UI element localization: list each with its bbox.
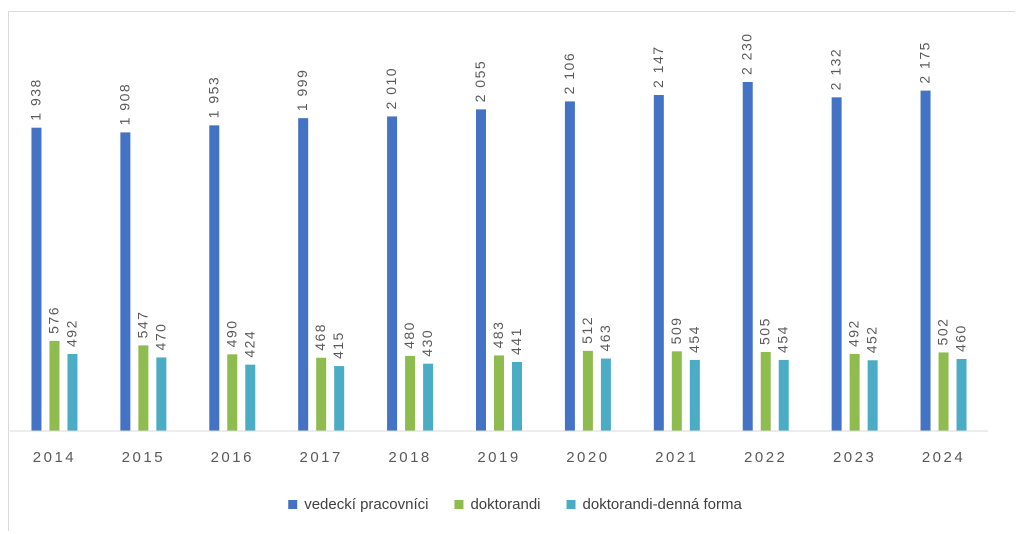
bar-doktorandi-2014 <box>49 340 60 431</box>
x-tick-label-2021: 2021 <box>655 449 698 466</box>
bar-doktorandi-2020 <box>582 350 593 431</box>
bar-doktorandi-2021 <box>671 351 682 431</box>
legend: vedeckí pracovníci doktorandi doktorandi-d… <box>288 496 742 513</box>
x-tick-label-2023: 2023 <box>833 449 876 466</box>
data-label-vedecki-pracovnici-2015: 1 908 <box>116 83 132 126</box>
data-label-doktorandi-2021: 509 <box>668 316 684 344</box>
bar-doktorandi-denna-forma-2021 <box>689 359 700 431</box>
x-tick-label-2015: 2015 <box>122 449 165 466</box>
data-label-vedecki-pracovnici-2014: 1 938 <box>27 78 43 121</box>
data-label-doktorandi-2019: 483 <box>490 321 506 349</box>
legend-label-doktorandi: doktorandi <box>470 496 540 513</box>
bar-doktorandi-2023 <box>849 354 860 431</box>
data-label-doktorandi-2024: 502 <box>935 318 951 346</box>
data-label-doktorandi-denna-forma-2016: 424 <box>241 330 257 358</box>
bar-doktorandi-2017 <box>316 357 327 431</box>
bar-doktorandi-denna-forma-2023 <box>867 360 878 431</box>
data-label-doktorandi-2017: 468 <box>312 323 328 351</box>
bar-vedecki-pracovnici-2018 <box>387 116 398 432</box>
data-label-doktorandi-denna-forma-2022: 454 <box>775 325 791 353</box>
bar-doktorandi-2018 <box>405 355 416 431</box>
data-label-doktorandi-2014: 576 <box>45 306 61 334</box>
data-label-doktorandi-denna-forma-2017: 415 <box>330 331 346 359</box>
data-label-doktorandi-denna-forma-2019: 441 <box>508 327 524 355</box>
bar-vedecki-pracovnici-2019 <box>476 109 486 432</box>
bar-doktorandi-denna-forma-2014 <box>67 354 78 431</box>
bar-doktorandi-2015 <box>138 345 149 431</box>
x-tick-label-2014: 2014 <box>33 449 76 466</box>
data-label-doktorandi-denna-forma-2014: 492 <box>63 319 79 347</box>
data-label-doktorandi-denna-forma-2015: 470 <box>152 323 168 351</box>
data-label-doktorandi-denna-forma-2021: 454 <box>686 325 702 353</box>
data-label-vedecki-pracovnici-2024: 2 175 <box>917 41 933 84</box>
bar-vedecki-pracovnici-2020 <box>564 101 575 431</box>
bar-vedecki-pracovnici-2021 <box>653 94 664 431</box>
bar-vedecki-pracovnici-2017 <box>298 118 309 432</box>
x-tick-labels: 2014 2015 2016 2017 2018 2019 2020 2021 2022 2023… <box>33 449 965 466</box>
x-tick-label-2022: 2022 <box>744 449 787 466</box>
data-label-doktorandi-2015: 547 <box>134 311 150 339</box>
data-label-doktorandi-denna-forma-2018: 430 <box>419 329 435 357</box>
legend-label-doktorandi-denna-forma: doktorandi-denná forma <box>583 496 743 513</box>
bar-doktorandi-denna-forma-2020 <box>600 358 611 431</box>
x-tick-label-2017: 2017 <box>299 449 342 466</box>
bar-doktorandi-denna-forma-2018 <box>423 363 434 431</box>
data-label-doktorandi-denna-forma-2020: 463 <box>597 324 613 352</box>
bar-vedecki-pracovnici-2014 <box>31 127 42 431</box>
data-label-vedecki-pracovnici-2016: 1 953 <box>205 76 221 119</box>
bar-doktorandi-denna-forma-2022 <box>778 359 789 431</box>
bar-doktorandi-denna-forma-2015 <box>156 357 167 431</box>
bars-group <box>31 82 967 432</box>
data-label-vedecki-pracovnici-2022: 2 230 <box>739 32 755 75</box>
legend-swatch-vedecki-pracovnici <box>288 500 298 509</box>
bar-doktorandi-2022 <box>760 351 771 431</box>
bar-doktorandi-2016 <box>227 354 238 431</box>
legend-swatch-doktorandi-denna-forma <box>566 500 576 509</box>
legend-swatch-doktorandi <box>454 500 464 509</box>
data-label-doktorandi-2020: 512 <box>579 316 595 344</box>
bar-doktorandi-denna-forma-2016 <box>245 364 256 431</box>
bar-doktorandi-2024 <box>938 352 949 431</box>
bar-doktorandi-denna-forma-2017 <box>334 366 345 431</box>
x-tick-label-2016: 2016 <box>211 449 254 466</box>
data-label-doktorandi-denna-forma-2024: 460 <box>953 324 969 352</box>
chart-frame <box>8 11 1015 531</box>
data-label-vedecki-pracovnici-2017: 1 999 <box>294 69 310 112</box>
data-label-vedecki-pracovnici-2021: 2 147 <box>650 45 666 88</box>
data-label-vedecki-pracovnici-2019: 2 055 <box>472 60 488 103</box>
data-label-doktorandi-2023: 492 <box>846 319 862 347</box>
data-label-vedecki-pracovnici-2018: 2 010 <box>383 67 399 110</box>
bar-vedecki-pracovnici-2022 <box>742 82 753 431</box>
bar-doktorandi-denna-forma-2024 <box>956 359 967 431</box>
x-tick-label-2019: 2019 <box>477 449 520 466</box>
data-label-doktorandi-2018: 480 <box>401 321 417 349</box>
legend-label-vedecki-pracovnici: vedeckí pracovníci <box>304 496 428 513</box>
data-label-doktorandi-2016: 490 <box>223 319 239 347</box>
data-label-vedecki-pracovnici-2023: 2 132 <box>828 48 844 91</box>
bar-doktorandi-denna-forma-2019 <box>512 361 522 431</box>
data-label-doktorandi-2022: 505 <box>757 317 773 345</box>
data-label-doktorandi-denna-forma-2023: 452 <box>864 325 880 353</box>
bar-vedecki-pracovnici-2024 <box>920 90 931 432</box>
bar-doktorandi-2019 <box>494 355 504 431</box>
data-label-vedecki-pracovnici-2020: 2 106 <box>561 52 577 95</box>
x-tick-label-2018: 2018 <box>388 449 431 466</box>
x-tick-label-2020: 2020 <box>566 449 609 466</box>
bar-vedecki-pracovnici-2015 <box>120 132 131 431</box>
bar-vedecki-pracovnici-2023 <box>831 97 842 431</box>
x-tick-label-2024: 2024 <box>922 449 965 466</box>
bar-vedecki-pracovnici-2016 <box>209 125 220 431</box>
